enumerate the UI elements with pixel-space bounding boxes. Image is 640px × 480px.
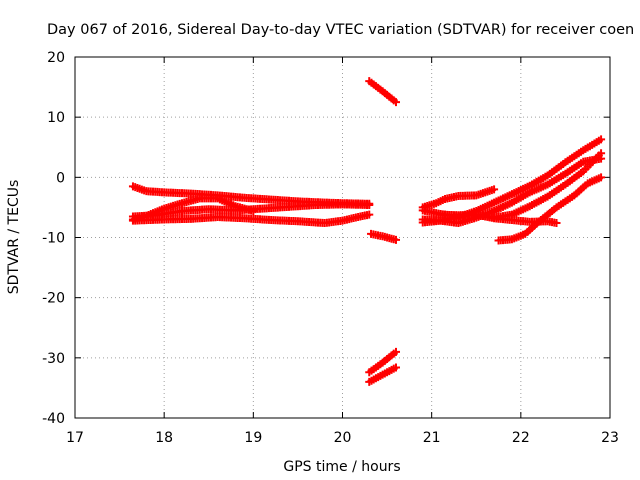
data-point-marker xyxy=(365,201,374,210)
y-tick-label: -40 xyxy=(42,411,65,427)
data-point-marker xyxy=(552,219,561,228)
data-point-marker xyxy=(597,173,606,182)
y-axis-label: SDTVAR / TECUs xyxy=(6,180,22,295)
data-point-marker xyxy=(392,235,400,244)
series-trace xyxy=(418,185,499,212)
y-tick-label: -30 xyxy=(42,351,65,367)
x-tick-label: 18 xyxy=(155,430,173,446)
series-trace xyxy=(128,210,374,228)
y-tick-label: -20 xyxy=(42,291,65,307)
data-point-marker xyxy=(392,363,400,372)
data-point-marker xyxy=(249,207,258,216)
grid-lines xyxy=(75,57,610,418)
data-point-marker xyxy=(597,149,606,158)
x-tick-label: 21 xyxy=(423,430,441,446)
x-tick-label: 20 xyxy=(334,430,352,446)
x-axis-label: GPS time / hours xyxy=(283,459,400,475)
series-trace xyxy=(365,77,400,107)
series-trace xyxy=(365,363,400,386)
x-tick-label: 22 xyxy=(512,430,530,446)
y-tick-label: 20 xyxy=(47,50,65,66)
series-trace xyxy=(367,229,400,244)
plot-frame xyxy=(74,56,611,419)
x-tick-label: 19 xyxy=(244,430,262,446)
data-point-marker xyxy=(490,185,499,194)
series-trace xyxy=(494,173,606,245)
y-tick-label: 10 xyxy=(47,110,65,126)
series-trace xyxy=(128,194,258,224)
series-trace xyxy=(436,149,606,222)
y-tick-label: -10 xyxy=(42,231,65,247)
data-point-marker xyxy=(597,135,606,144)
x-tick-label: 23 xyxy=(601,430,619,446)
chart-title: Day 067 of 2016, Sidereal Day-to-day VTE… xyxy=(47,22,634,38)
x-tick-label: 17 xyxy=(66,430,84,446)
series-trace xyxy=(365,347,400,377)
data-series xyxy=(128,77,606,386)
data-point-marker xyxy=(392,347,400,356)
y-tick-label: 0 xyxy=(56,170,65,186)
axis-ticks: 17 18 19 20 21 22 23 20 10 0 -10 -20 -30 -40 xyxy=(42,50,619,446)
data-point-marker xyxy=(392,98,400,107)
data-point-marker xyxy=(365,210,374,219)
